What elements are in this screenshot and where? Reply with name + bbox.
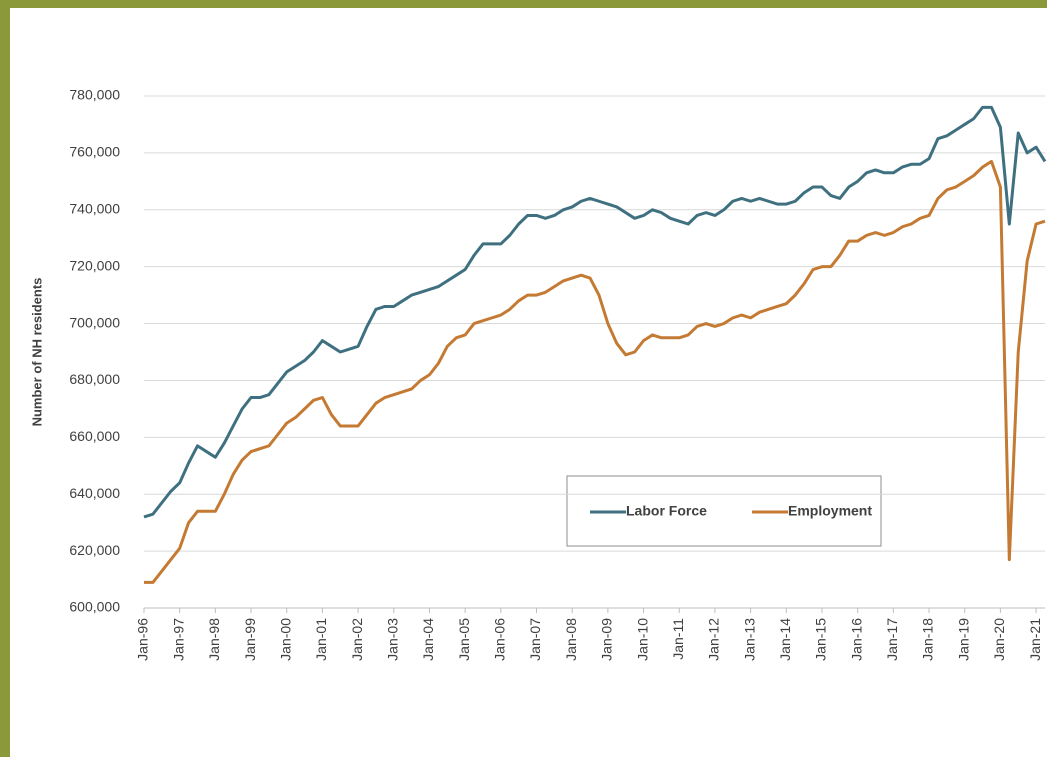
y-tick-label: 780,000: [69, 87, 120, 103]
x-tick-label: Jan-10: [634, 618, 650, 661]
frame-top: [0, 0, 1047, 8]
y-tick-label: 600,000: [69, 599, 120, 615]
frame-left: [0, 0, 10, 757]
x-tick-label: Jan-11: [670, 618, 686, 660]
y-axis-label: Number of NH residents: [29, 278, 44, 427]
y-tick-label: 680,000: [69, 371, 120, 387]
x-tick-label: Jan-97: [170, 618, 186, 661]
x-tick-label: Jan-08: [563, 618, 579, 661]
x-tick-label: Jan-01: [313, 618, 329, 661]
x-tick-label: Jan-17: [884, 618, 900, 661]
x-tick-label: Jan-09: [599, 618, 615, 661]
y-tick-label: 640,000: [69, 485, 120, 501]
x-tick-label: Jan-19: [955, 618, 971, 661]
x-tick-label: Jan-14: [777, 618, 793, 661]
x-tick-label: Jan-04: [420, 618, 436, 661]
x-tick-label: Jan-07: [527, 618, 543, 661]
x-tick-label: Jan-12: [706, 618, 722, 661]
x-tick-label: Jan-05: [456, 618, 472, 661]
legend-label: Labor Force: [626, 503, 707, 519]
x-tick-label: Jan-99: [242, 618, 258, 661]
x-tick-label: Jan-00: [277, 618, 293, 661]
x-tick-label: Jan-03: [384, 618, 400, 661]
y-tick-label: 660,000: [69, 428, 120, 444]
x-tick-label: Jan-21: [1027, 618, 1043, 661]
y-tick-label: 700,000: [69, 314, 120, 330]
y-tick-label: 620,000: [69, 542, 120, 558]
x-tick-label: Jan-16: [848, 618, 864, 661]
x-tick-label: Jan-18: [920, 618, 936, 661]
x-tick-label: Jan-15: [813, 618, 829, 661]
y-tick-label: 740,000: [69, 200, 120, 216]
series-line: [143, 105, 1047, 519]
y-tick-label: 760,000: [69, 144, 120, 160]
series-line: [144, 159, 1046, 584]
legend-label: Employment: [788, 503, 872, 519]
x-tick-label: Jan-98: [206, 618, 222, 661]
x-tick-label: Jan-06: [492, 618, 508, 661]
x-tick-label: Jan-02: [349, 618, 365, 661]
x-tick-label: Jan-96: [135, 618, 151, 661]
y-tick-label: 720,000: [69, 257, 120, 273]
x-tick-label: Jan-20: [991, 618, 1007, 661]
x-tick-label: Jan-13: [741, 618, 757, 661]
